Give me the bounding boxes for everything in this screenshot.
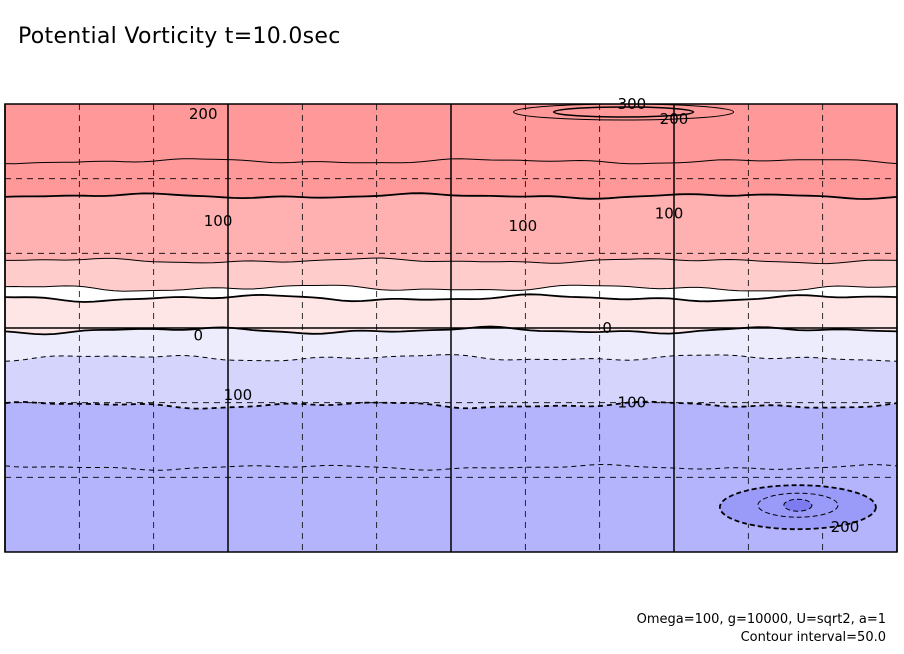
plot-frame (4, 103, 898, 553)
contour-lines (4, 158, 898, 471)
contour-interval-note: Contour interval=50.0 (740, 630, 886, 645)
contour-200 (4, 192, 898, 200)
contour-neg150 (4, 463, 898, 471)
contour-label-10: 200 (831, 518, 860, 536)
contour-label-8: 100 (224, 386, 253, 404)
chart-title: Potential Vorticity t=10.0sec (18, 24, 341, 49)
contour-150 (5, 257, 898, 265)
contour-label-6: 0 (193, 326, 203, 344)
southern-vortex-ring-2 (783, 498, 813, 512)
contour-label-4: 100 (509, 217, 538, 235)
contour-label-2: 200 (660, 110, 689, 128)
contour-label-9: 100 (618, 394, 647, 412)
contour-label-7: 0 (602, 319, 612, 337)
contour-label-5: 100 (655, 205, 684, 223)
parameters-note: Omega=100, g=10000, U=sqrt2, a=1 (636, 612, 886, 627)
contour-neg100 (4, 400, 898, 410)
contour-50 (4, 284, 898, 292)
contour-label-0: 200 (189, 105, 218, 123)
contour-label-3: 100 (204, 212, 233, 230)
contour-features (513, 103, 877, 531)
contour-0 (4, 325, 898, 336)
contour-100 (4, 293, 898, 303)
contour-250 (4, 158, 898, 165)
northern-maximum-ring-1 (552, 106, 695, 118)
